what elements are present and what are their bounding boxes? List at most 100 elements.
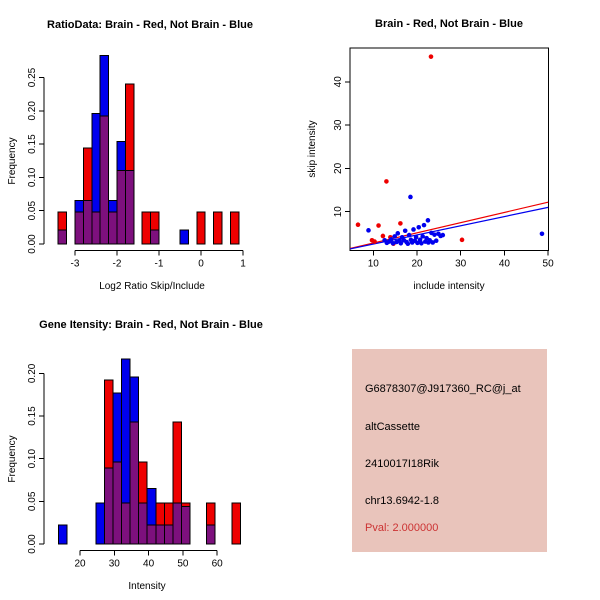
red-data-point xyxy=(384,179,389,184)
histogram-bar-overlap xyxy=(172,502,183,545)
gene-hist-y-axis-label: Frequency xyxy=(7,435,18,482)
plot-box xyxy=(349,47,549,251)
histogram-bar-overlap xyxy=(138,502,148,545)
y-tick-label: 0.15 xyxy=(27,406,38,426)
histogram-bar-overlap xyxy=(121,502,131,545)
y-tick-label: 0.15 xyxy=(27,134,38,154)
blue-data-point xyxy=(390,241,396,246)
blue-data-point xyxy=(433,238,439,244)
red-data-point xyxy=(376,223,381,228)
ratio-hist-title: RatioData: Brain - Red, Not Brain - Blue xyxy=(47,19,253,31)
blue-data-point xyxy=(539,231,545,237)
blue-data-point xyxy=(417,237,423,243)
blue-fit-line xyxy=(350,206,549,250)
histogram-bar-overlap xyxy=(112,461,123,545)
scatter-plot-area: 10 20 30 40 50 10 20 30 40 xyxy=(333,47,555,270)
x-tick-label: 20 xyxy=(74,559,86,570)
x-tick-label: 30 xyxy=(455,259,467,270)
genome-location-text: chr13.6942-1.8 xyxy=(365,495,439,507)
scatter-plot-panel: Brain - Red, Not Brain - Blue include in… xyxy=(307,18,555,292)
scatter-title: Brain - Red, Not Brain - Blue xyxy=(375,18,523,30)
blue-data-point xyxy=(398,241,404,246)
red-data-point xyxy=(459,237,465,243)
x-tick-label: -2 xyxy=(113,259,122,270)
ratio-hist-x-axis-label: Log2 Ratio Skip/Include xyxy=(99,281,205,292)
y-tick-label: 0.20 xyxy=(27,101,38,121)
blue-data-point xyxy=(413,234,419,240)
y-tick-label: 0.05 xyxy=(27,201,38,221)
blue-data-point xyxy=(388,237,394,242)
x-tick-label: 40 xyxy=(143,559,155,570)
histogram-bar-overlap xyxy=(103,467,114,545)
red-data-point xyxy=(398,221,403,226)
histogram-bar xyxy=(229,211,240,245)
x-tick-label: 50 xyxy=(543,259,555,270)
blue-data-point xyxy=(408,194,413,200)
blue-data-point xyxy=(415,240,420,246)
blue-data-point xyxy=(432,232,437,237)
blue-data-point xyxy=(419,241,424,246)
histogram-bar xyxy=(179,229,189,245)
gene-name-text: 2410017I18Rik xyxy=(365,458,440,470)
histogram-bar-overlap xyxy=(150,229,160,245)
histogram-bar-overlap xyxy=(74,211,84,245)
x-tick-label: 30 xyxy=(109,559,121,570)
histogram-bar-overlap xyxy=(91,211,101,245)
gene-hist-title: Gene Itensity: Brain - Red, Not Brain - … xyxy=(39,319,263,331)
histogram-bar-overlap xyxy=(181,505,191,545)
x-tick-label: 1 xyxy=(240,259,246,270)
scatter-y-axis-label: skip intensity xyxy=(307,120,318,177)
blue-data-point xyxy=(395,231,401,236)
y-tick-label: 30 xyxy=(333,119,344,131)
y-tick-label: 0.00 xyxy=(27,234,38,254)
pval-text: Pval: 2.000000 xyxy=(365,522,439,534)
blue-data-point xyxy=(405,241,411,247)
y-tick-label: 0.10 xyxy=(27,449,38,469)
y-tick-label: 0.00 xyxy=(27,534,38,554)
y-tick-label: 40 xyxy=(333,76,344,88)
red-data-point xyxy=(372,239,377,244)
red-data-point xyxy=(380,233,386,239)
gene-hist-x-axis-label: Intensity xyxy=(128,581,165,592)
histogram-bar-overlap xyxy=(124,170,135,245)
histogram-bar-overlap xyxy=(206,524,216,545)
blue-data-point xyxy=(421,222,427,228)
gene-info-box: G6878307@J917360_RC@j_at altCassette 241… xyxy=(352,349,547,552)
histogram-bar xyxy=(213,211,223,245)
x-tick-label: 20 xyxy=(411,259,423,270)
blue-data-point xyxy=(416,224,422,230)
x-tick-label: 40 xyxy=(499,259,511,270)
ratio-hist-y-axis-label: Frequency xyxy=(7,137,18,184)
histogram-bar xyxy=(141,211,152,245)
x-tick-label: 60 xyxy=(212,559,224,570)
histogram-bar xyxy=(95,502,105,545)
histogram-bar xyxy=(57,524,68,545)
x-tick-label: 50 xyxy=(177,559,189,570)
histogram-bar-overlap xyxy=(99,115,110,245)
red-data-point xyxy=(355,222,361,227)
x-tick-label: -1 xyxy=(155,259,164,270)
probe-id-text: G6878307@J917360_RC@j_at xyxy=(365,383,521,395)
histogram-bar-overlap xyxy=(108,211,118,245)
histogram-bar-overlap xyxy=(163,524,174,545)
ratio-hist-plot-area: 0.00 0.05 0.10 0.15 0.20 0.25 -3 -2 -1 0 1 xyxy=(27,55,246,270)
splice-type-text: altCassette xyxy=(365,421,421,433)
blue-data-point xyxy=(430,240,436,245)
y-tick-label: 0.10 xyxy=(27,167,38,187)
gene-intensity-histogram-panel: Gene Itensity: Brain - Red, Not Brain - … xyxy=(7,319,263,592)
blue-data-point xyxy=(392,234,398,239)
histogram-bar-overlap xyxy=(57,229,68,245)
y-tick-label: 0.25 xyxy=(27,67,38,87)
histogram-bar-overlap xyxy=(116,170,126,245)
ratio-histogram-panel: RatioData: Brain - Red, Not Brain - Blue… xyxy=(7,19,253,292)
blue-data-point xyxy=(420,234,425,239)
blue-data-point xyxy=(411,227,416,232)
blue-data-point xyxy=(425,218,431,223)
y-tick-label: 0.05 xyxy=(27,491,38,511)
y-tick-label: 0.20 xyxy=(27,363,38,383)
histogram-bar xyxy=(196,211,206,245)
blue-data-point xyxy=(440,232,446,238)
scatter-x-axis-label: include intensity xyxy=(413,281,484,292)
histogram-bar-overlap xyxy=(155,524,165,545)
